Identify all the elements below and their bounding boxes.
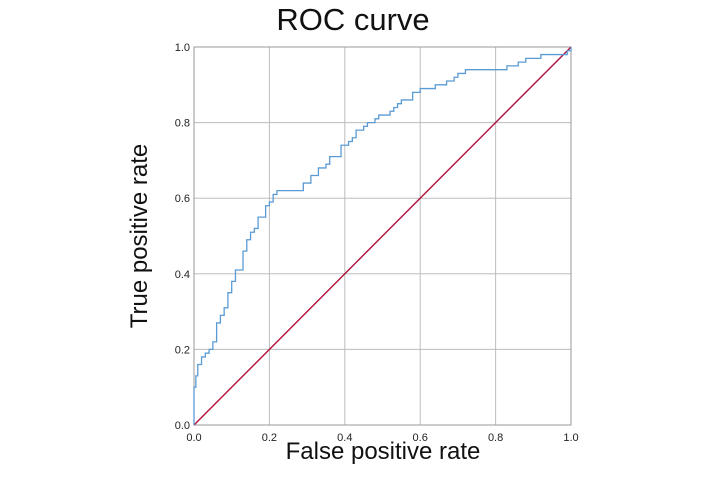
- y-tick-label: 0.2: [175, 344, 190, 356]
- y-tick-labels: 0.0 0.2 0.4 0.6 0.8 1.0: [175, 42, 190, 432]
- x-tick-label: 0.0: [186, 432, 201, 444]
- x-axis-label: False positive rate: [285, 438, 481, 465]
- x-tick-label: 0.4: [337, 432, 352, 444]
- x-tick-label: 0.6: [413, 432, 428, 444]
- y-tick-label: 0.4: [175, 269, 190, 281]
- grid-lines: [194, 47, 571, 425]
- x-tick-label: 0.8: [488, 432, 503, 444]
- roc-curve-line: [193, 47, 572, 425]
- x-tick-labels: 0.0 0.2 0.4 0.6 0.8 1.0: [186, 432, 578, 444]
- y-tick-label: 0.8: [175, 118, 190, 130]
- x-tick-label: 0.2: [262, 432, 277, 444]
- y-tick-label: 0.0: [175, 420, 190, 432]
- chart-title: ROC curve: [276, 2, 430, 37]
- y-tick-label: 0.6: [175, 193, 190, 205]
- plot-frame: [193, 46, 572, 426]
- y-tick-label: 1.0: [175, 42, 190, 54]
- x-tick-label: 1.0: [563, 432, 578, 444]
- reference-diagonal-line: [193, 46, 572, 426]
